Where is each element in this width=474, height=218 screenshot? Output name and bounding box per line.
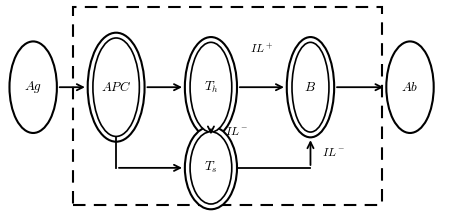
Ellipse shape <box>93 38 139 136</box>
Text: $T_h$: $T_h$ <box>203 80 219 95</box>
Text: $T_s$: $T_s$ <box>204 160 218 175</box>
Ellipse shape <box>190 42 232 132</box>
Text: $IL^-$: $IL^-$ <box>225 125 249 138</box>
Ellipse shape <box>386 41 434 133</box>
Text: $Ag$: $Ag$ <box>24 79 42 95</box>
Text: $IL^+$: $IL^+$ <box>250 43 274 57</box>
Ellipse shape <box>190 132 232 204</box>
Ellipse shape <box>185 126 237 209</box>
Text: $APC$: $APC$ <box>101 80 131 94</box>
Text: $B$: $B$ <box>304 81 317 94</box>
Ellipse shape <box>9 41 57 133</box>
Ellipse shape <box>185 37 237 137</box>
Text: $IL^-$: $IL^-$ <box>322 146 346 159</box>
Text: $Ab$: $Ab$ <box>401 81 419 94</box>
Ellipse shape <box>287 37 334 137</box>
Ellipse shape <box>88 33 145 142</box>
Ellipse shape <box>292 42 329 132</box>
